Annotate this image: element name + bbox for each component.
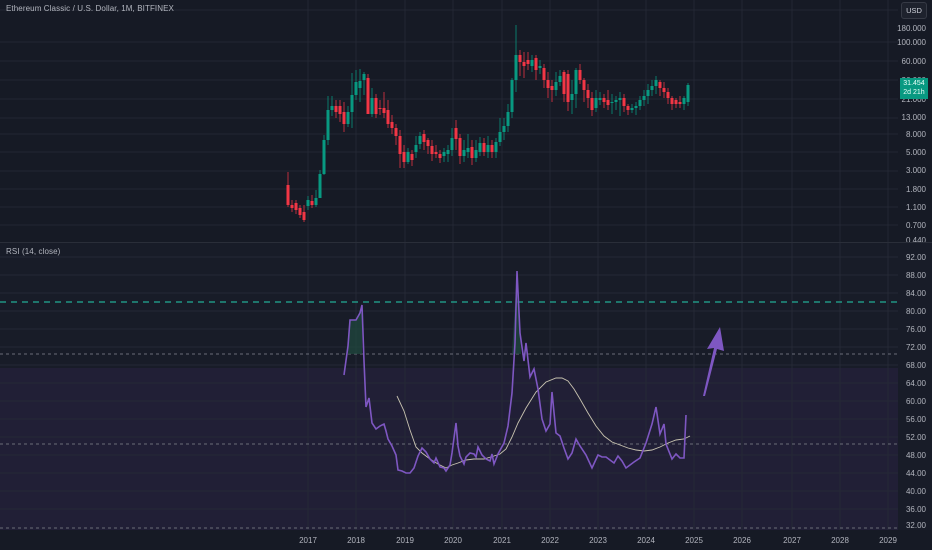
rsi-tick: 32.00 xyxy=(905,521,926,530)
year-tick: 2027 xyxy=(783,536,801,545)
time-axis[interactable]: 2017 2018 2019 2020 2021 2022 2023 2024 … xyxy=(0,530,932,550)
price-tick: 60.000 xyxy=(901,57,926,66)
price-pane[interactable]: Ethereum Classic / U.S. Dollar, 1M, BITF… xyxy=(0,0,932,242)
price-tick: 1.100 xyxy=(905,203,926,212)
rsi-ma-line xyxy=(396,377,691,469)
rsi-tick: 40.00 xyxy=(905,487,926,496)
year-tick: 2023 xyxy=(589,536,607,545)
price-chart-svg[interactable] xyxy=(0,0,932,242)
price-tick: 3.000 xyxy=(905,166,926,175)
year-tick: 2029 xyxy=(879,536,897,545)
rsi-tick: 48.00 xyxy=(905,451,926,460)
price-tick: 180.000 xyxy=(897,24,926,33)
rsi-overbought-fill xyxy=(348,305,362,354)
rsi-tick: 76.00 xyxy=(905,325,926,334)
year-tick: 2018 xyxy=(347,536,365,545)
price-grid xyxy=(0,0,898,242)
rsi-tick: 80.00 xyxy=(905,307,926,316)
price-tick: 13.000 xyxy=(901,113,926,122)
price-tick: 5.000 xyxy=(905,148,926,157)
year-tick: 2025 xyxy=(685,536,703,545)
year-tick: 2017 xyxy=(299,536,317,545)
bar-countdown: 2d 21h xyxy=(903,89,925,96)
price-tick: 21.000 xyxy=(901,95,926,104)
pane-separator[interactable] xyxy=(0,242,932,243)
price-tick: 1.800 xyxy=(905,185,926,194)
year-tick: 2019 xyxy=(396,536,414,545)
rsi-tick: 44.00 xyxy=(905,469,926,478)
rsi-legend[interactable]: RSI (14, close) xyxy=(6,247,61,256)
price-tick: 0.440 xyxy=(905,236,926,242)
year-tick: 2021 xyxy=(493,536,511,545)
rsi-band-background xyxy=(0,368,898,530)
year-tick: 2026 xyxy=(733,536,751,545)
rsi-tick: 36.00 xyxy=(905,505,926,514)
candlestick-series xyxy=(286,25,690,222)
rsi-pane[interactable]: RSI (14, close) 92.00 88.00 84.00 80.00 … xyxy=(0,243,932,530)
upward-arrow-annotation[interactable] xyxy=(703,327,724,396)
symbol-title: Ethereum Classic / U.S. Dollar, 1M, BITF… xyxy=(6,4,174,13)
currency-button[interactable]: USD xyxy=(901,2,927,19)
year-tick: 2020 xyxy=(444,536,462,545)
rsi-tick: 52.00 xyxy=(905,433,926,442)
last-price-value: 31.454 xyxy=(903,80,925,87)
rsi-tick: 56.00 xyxy=(905,415,926,424)
rsi-line xyxy=(343,270,687,474)
rsi-grid xyxy=(0,243,898,530)
last-price-label: 31.454 2d 21h xyxy=(900,78,928,99)
price-tick: 100.000 xyxy=(897,38,926,47)
rsi-tick: 88.00 xyxy=(905,271,926,280)
rsi-tick: 84.00 xyxy=(905,289,926,298)
rsi-tick: 60.00 xyxy=(905,397,926,406)
year-tick: 2024 xyxy=(637,536,655,545)
year-tick: 2028 xyxy=(831,536,849,545)
price-tick: 0.700 xyxy=(905,221,926,230)
rsi-tick: 92.00 xyxy=(905,253,926,262)
rsi-tick: 68.00 xyxy=(905,361,926,370)
rsi-tick: 72.00 xyxy=(905,343,926,352)
year-tick: 2022 xyxy=(541,536,559,545)
rsi-tick: 64.00 xyxy=(905,379,926,388)
price-tick: 8.000 xyxy=(905,130,926,139)
rsi-chart-svg[interactable] xyxy=(0,243,932,530)
